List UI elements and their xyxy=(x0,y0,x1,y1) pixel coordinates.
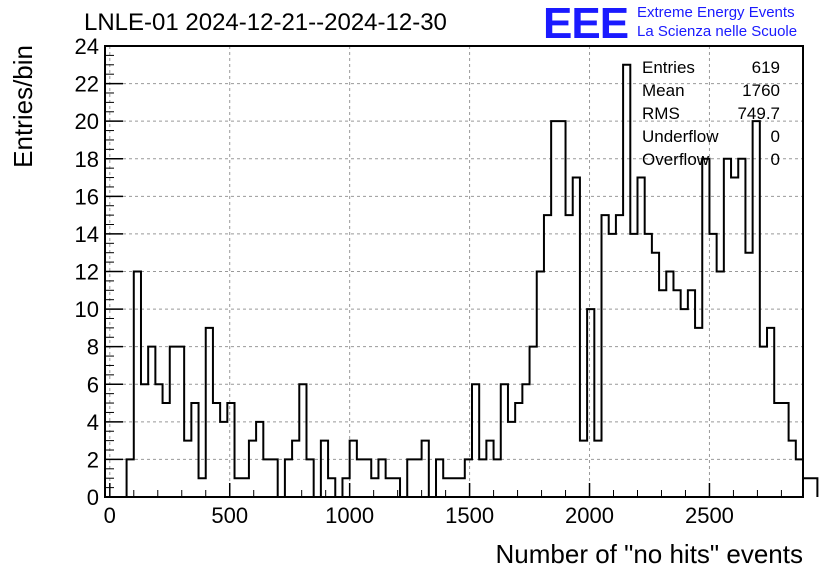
y-tick-label: 10 xyxy=(75,297,99,322)
x-tick-label: 0 xyxy=(104,503,116,528)
y-tick-label: 16 xyxy=(75,184,99,209)
y-tick-label: 8 xyxy=(87,335,99,360)
stat-label: Entries xyxy=(642,58,695,77)
stat-row-underflow: Underflow 0 xyxy=(642,127,780,150)
histogram-line xyxy=(125,63,819,498)
x-tick-label: 2500 xyxy=(685,503,734,528)
y-tick-label: 24 xyxy=(75,34,99,59)
chart-title: LNLE-01 2024-12-21--2024-12-30 xyxy=(84,9,447,36)
axis-ticks xyxy=(105,45,782,498)
y-tick-label: 2 xyxy=(87,447,99,472)
stat-value: 0 xyxy=(770,127,780,146)
plot-frame xyxy=(104,45,804,498)
stat-label: Underflow xyxy=(642,127,719,146)
y-tick-label: 4 xyxy=(87,410,99,435)
x-tick-label: 1500 xyxy=(445,503,494,528)
logo-caption-line-2: La Scienza nelle Scuole xyxy=(637,23,798,40)
x-tick-label: 500 xyxy=(211,503,248,528)
y-tick-label: 14 xyxy=(75,222,99,247)
y-tick-label: 6 xyxy=(87,372,99,397)
logo-caption: Extreme Energy Events La Scienza nelle S… xyxy=(637,3,797,41)
y-tick-label: 18 xyxy=(75,147,99,172)
y-tick-label: 12 xyxy=(75,260,99,285)
stats-box: Entries 619 Mean 1760 RMS 749.7 Underflo… xyxy=(642,58,780,173)
stat-row-entries: Entries 619 xyxy=(642,58,780,81)
stat-value: 749.7 xyxy=(737,104,780,123)
stat-row-mean: Mean 1760 xyxy=(642,81,780,104)
eee-logo: EEE xyxy=(543,0,629,48)
x-tick-label: 2000 xyxy=(565,503,614,528)
stat-row-rms: RMS 749.7 xyxy=(642,104,780,127)
stat-label: Mean xyxy=(642,81,685,100)
stat-value: 619 xyxy=(751,58,780,77)
x-axis-label: Number of "no hits" events xyxy=(496,539,804,569)
stat-value: 1760 xyxy=(742,81,780,100)
y-tick-label: 20 xyxy=(75,109,99,134)
x-tick-label: 1000 xyxy=(325,503,374,528)
y-axis-label: Entries/bin xyxy=(8,45,38,168)
grid-lines xyxy=(105,46,803,497)
logo-caption-line-1: Extreme Energy Events xyxy=(637,4,795,21)
y-tick-label: 0 xyxy=(87,485,99,510)
stat-label: Overflow xyxy=(642,150,710,169)
stat-label: RMS xyxy=(642,104,680,123)
y-tick-label: 22 xyxy=(75,72,99,97)
stat-value: 0 xyxy=(770,150,780,169)
stat-row-overflow: Overflow 0 xyxy=(642,150,780,173)
